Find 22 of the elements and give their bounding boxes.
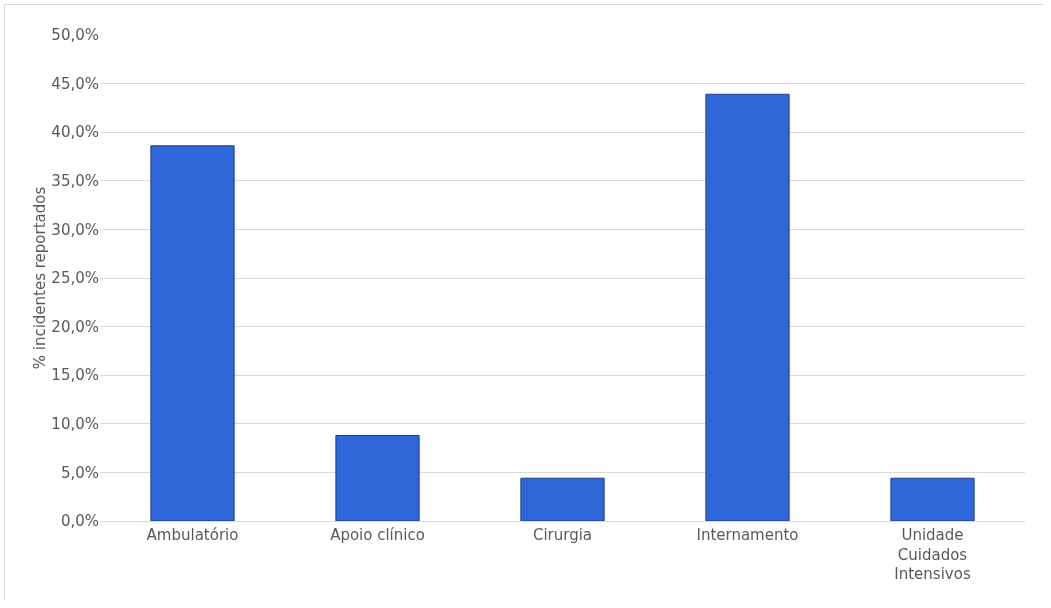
x-tick-label: Internamento [696,526,799,544]
bar [150,145,235,521]
bar [890,477,975,521]
y-tick-label: 25,0% [51,269,99,288]
y-tick-label: 10,0% [51,415,99,434]
y-tick-label: 15,0% [51,366,99,385]
y-tick-label: 5,0% [60,463,99,482]
x-tick-label: Apoio clínico [330,526,425,544]
x-tick-label: Ambulatório [146,526,239,544]
bar [335,434,420,521]
y-tick-label: 35,0% [51,172,99,191]
x-tick-label: Cirurgia [532,526,593,544]
y-tick-label: 50,0% [51,26,99,45]
x-tick-label: Unidade Cuidados Intensivos [894,526,971,583]
y-tick-label: 30,0% [51,220,99,239]
y-tick-label: 0,0% [60,512,99,531]
y-tick-label: 40,0% [51,123,99,142]
bar [705,93,790,521]
y-axis-title: % incidentes reportados [31,186,50,370]
y-tick-label: 20,0% [51,317,99,336]
bar [520,477,605,521]
y-tick-label: 45,0% [51,74,99,93]
